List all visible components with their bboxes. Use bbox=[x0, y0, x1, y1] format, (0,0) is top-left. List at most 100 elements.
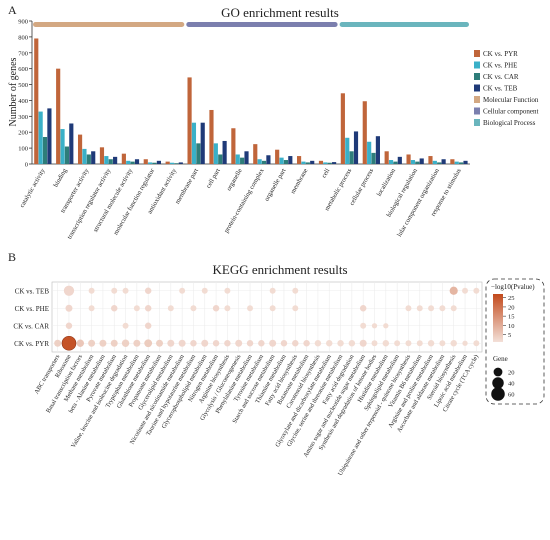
kegg-point-ck-vs-teb-starch-and-sucrose-metabolism bbox=[269, 287, 276, 294]
kegg-point-ck-vs-pyr-ascorbate-and-aldarate-metabolism bbox=[439, 340, 446, 347]
go-y-tick-label: 900 bbox=[18, 19, 28, 26]
go-x-tick-label-organelle-part: organelle part bbox=[263, 167, 287, 202]
kegg-point-ck-vs-phe-nitrogen-metabolism bbox=[212, 305, 220, 312]
go-legend-swatch-cellular-component bbox=[474, 107, 480, 115]
kegg-point-ck-vs-pyr-pyruvate-metabolism bbox=[110, 339, 118, 347]
kegg-row-label-ck-vs-teb: CK vs. TEB bbox=[15, 287, 50, 295]
go-bar-ck-vs-car-transporter-activity bbox=[86, 154, 91, 164]
kegg-color-tick-label: 10 bbox=[508, 323, 515, 330]
kegg-point-ck-vs-phe-arginine-and-proline-metabolism bbox=[428, 305, 435, 312]
go-bar-ck-vs-phe-membrane bbox=[301, 161, 306, 164]
kegg-point-ck-vs-pyr-ribosome bbox=[61, 335, 77, 351]
go-x-tick-label-lular-component-organization: lular component organization bbox=[396, 167, 441, 238]
go-bar-ck-vs-car-biological-regulation bbox=[415, 161, 420, 164]
kegg-point-ck-vs-pyr-sphingolipid-metabolism bbox=[394, 340, 401, 347]
kegg-size-legend-label: 20 bbox=[508, 370, 515, 377]
kegg-point-ck-vs-pyr-ubiquinone-and-other-terpenoid-quinone-biosynthesis bbox=[405, 340, 412, 347]
go-x-tick-label-organelle: organelle bbox=[226, 167, 244, 192]
kegg-point-ck-vs-phe-tryptophan-metabolism bbox=[133, 305, 140, 312]
kegg-point-ck-vs-phe-ribosome bbox=[65, 304, 73, 312]
go-bar-ck-vs-phe-response-to-stimulus bbox=[454, 161, 459, 164]
kegg-row-label-ck-vs-pyr: CK vs. PYR bbox=[14, 340, 49, 348]
kegg-point-ck-vs-pyr-steroid-biosynthesis bbox=[450, 340, 457, 347]
go-legend-swatch-molecular-function bbox=[474, 96, 480, 103]
kegg-point-ck-vs-teb-lipoic-acid-metabolism bbox=[462, 287, 468, 294]
kegg-point-ck-vs-phe-arginine-biosynthesis bbox=[224, 305, 231, 312]
go-x-tick-label-cell: cell bbox=[321, 167, 332, 179]
go-legend-swatch-ck-vs-pyr bbox=[474, 50, 480, 57]
go-bar-ck-vs-phe-protein-containing-complex bbox=[257, 159, 262, 164]
kegg-size-legend-title: Gene bbox=[493, 355, 508, 363]
go-bar-ck-vs-phe-lular-component-organization bbox=[432, 160, 437, 164]
go-bar-ck-vs-teb-response-to-stimulus bbox=[463, 160, 468, 164]
go-bar-ck-vs-car-localization bbox=[393, 161, 398, 164]
go-bar-ck-vs-car-structural-molecule-activity bbox=[130, 161, 135, 164]
go-bar-ck-vs-phe-metabolic-process bbox=[345, 137, 350, 164]
kegg-row-labels: CK vs. TEB CK vs. PHE CK vs. CAR CK vs. PYR bbox=[13, 287, 49, 348]
go-x-tick-label-catalytic-activity: catalytic activity bbox=[19, 167, 47, 209]
kegg-point-ck-vs-pyr-glycerophospholipid-metabolism bbox=[201, 339, 209, 347]
go-bar-ck-vs-teb-transporter-activity bbox=[91, 151, 96, 164]
panel-label-b: B bbox=[8, 250, 16, 264]
go-bar-ck-vs-phe-catalytic-activity bbox=[38, 111, 43, 164]
go-bar-ck-vs-phe-antioxidant-activity bbox=[169, 162, 175, 164]
go-bar-ck-vs-phe-localization bbox=[388, 160, 394, 164]
panel-label-a: A bbox=[8, 3, 17, 17]
go-bar-ck-vs-pyr-structural-molecule-activity bbox=[121, 153, 126, 164]
go-legend-label-cellular-component: Cellular component bbox=[483, 108, 538, 116]
go-y-tick-label: 0 bbox=[25, 162, 28, 169]
kegg-row-label-ck-vs-phe: CK vs. PHE bbox=[15, 305, 49, 313]
go-bar-ck-vs-pyr-molecular-function-regulator bbox=[143, 159, 148, 164]
kegg-point-ck-vs-teb-glutathione-metabolism bbox=[144, 287, 152, 294]
go-bar-ck-vs-phe-cellular-process bbox=[367, 141, 372, 164]
go-bar-ck-vs-teb-cell bbox=[332, 162, 337, 164]
go-y-tick-label: 500 bbox=[18, 82, 28, 89]
go-bar-ck-vs-phe-organelle bbox=[235, 154, 240, 164]
kegg-point-ck-vs-phe-pyruvate-metabolism bbox=[111, 305, 118, 312]
kegg-size-legend-dot bbox=[493, 367, 503, 377]
kegg-legend-frame bbox=[485, 278, 545, 405]
go-legend-swatch-biological-process bbox=[474, 119, 480, 126]
go-bar-ck-vs-pyr-catalytic-activity bbox=[34, 38, 39, 164]
go-category-groups bbox=[33, 22, 469, 27]
kegg-point-ck-vs-pyr-nitrogen-metabolism bbox=[212, 340, 220, 347]
kegg-point-ck-vs-teb-citrate-cycle-tca-cycle bbox=[473, 287, 480, 294]
kegg-point-ck-vs-pyr-lipoic-acid-metabolism bbox=[462, 340, 468, 346]
go-bar-ck-vs-pyr-biological-regulation bbox=[406, 154, 411, 164]
go-bar-ck-vs-teb-cellular-process bbox=[375, 136, 380, 164]
kegg-chart-title: KEGG enrichment results bbox=[212, 262, 347, 277]
go-legend-swatch-ck-vs-phe bbox=[474, 61, 480, 69]
go-legend-swatch-ck-vs-car bbox=[474, 73, 480, 80]
go-bar-ck-vs-car-antioxidant-activity bbox=[174, 163, 179, 164]
kegg-point-ck-vs-pyr-nicotinate-and-nicotinamide-metabolism bbox=[178, 339, 186, 347]
go-bar-ck-vs-teb-lular-component-organization bbox=[441, 159, 446, 164]
go-group-band-cellular-component bbox=[186, 22, 338, 27]
go-legend: CK vs. PYR CK vs. PHE CK vs. CAR CK vs. TEB… bbox=[474, 50, 539, 127]
kegg-point-ck-vs-teb-ribosome bbox=[63, 285, 75, 296]
kegg-point-ck-vs-phe-phenylalanine-metabolism bbox=[247, 305, 253, 312]
go-x-tick-label-localization: localization bbox=[376, 167, 398, 198]
kegg-point-ck-vs-pyr-basal-transcription-factors bbox=[76, 339, 84, 347]
go-bar-ck-vs-teb-membrane bbox=[310, 160, 315, 164]
go-y-tick-label: 400 bbox=[18, 98, 28, 105]
kegg-point-ck-vs-pyr-starch-and-sucrose-metabolism bbox=[269, 339, 277, 347]
go-bar-ck-vs-car-cellular-process bbox=[371, 152, 376, 164]
go-bar-ck-vs-teb-antioxidant-activity bbox=[178, 162, 183, 164]
go-legend-label-ck-vs-teb: CK vs. TEB bbox=[483, 85, 518, 93]
go-bar-ck-vs-pyr-membrane bbox=[296, 156, 302, 164]
go-bar-ck-vs-phe-biological-regulation bbox=[410, 160, 416, 164]
kegg-point-ck-vs-pyr-glycine-serine-and-threonine-metabolism bbox=[337, 340, 344, 347]
go-bar-ck-vs-car-molecular-function-regulator bbox=[152, 162, 157, 164]
go-bar-ck-vs-phe-organelle-part bbox=[279, 157, 284, 164]
kegg-point-ck-vs-pyr-arginine-biosynthesis bbox=[224, 340, 231, 347]
go-bar-ck-vs-phe-molecular-function-regulator bbox=[148, 162, 153, 164]
go-bar-ck-vs-teb-metabolic-process bbox=[353, 131, 359, 164]
go-x-tick-label-structural-molecule-activity: structural molecule activity bbox=[92, 167, 134, 234]
go-bar-ck-vs-pyr-antioxidant-activity bbox=[165, 161, 170, 164]
kegg-point-ck-vs-pyr-citrate-cycle-tca-cycle bbox=[473, 340, 480, 347]
go-bar-ck-vs-teb-organelle bbox=[244, 151, 249, 164]
go-bar-ck-vs-pyr-cell-part bbox=[209, 109, 214, 164]
go-bars bbox=[34, 38, 468, 164]
go-bar-ck-vs-teb-catalytic-activity bbox=[47, 108, 52, 164]
